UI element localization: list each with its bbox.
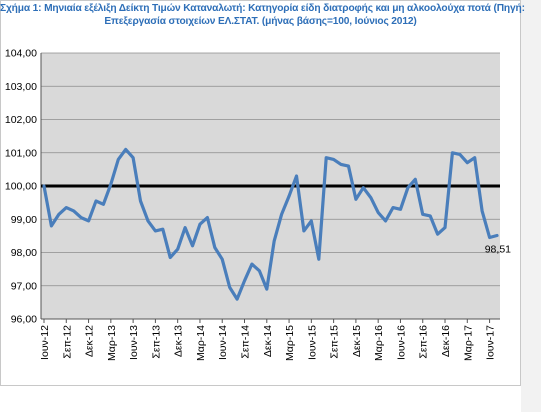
y-tick-label: 101,00 xyxy=(5,147,37,159)
chart-title-line-1: Σχήμα 1: Μηνιαία εξέλιξη Δείκτη Τιμών Κα… xyxy=(0,3,525,14)
x-tick-label: Δεκ-16 xyxy=(440,325,452,357)
y-tick-label: 99,00 xyxy=(11,214,37,226)
x-tick-label: Μαρ-14 xyxy=(195,325,207,361)
x-tick-label: Δεκ-13 xyxy=(173,325,185,357)
y-tick-label: 100,00 xyxy=(5,181,37,193)
y-tick-label: 104,00 xyxy=(5,48,37,60)
x-tick-label: Ιουν-15 xyxy=(306,325,318,360)
x-tick-label: Ιουν-16 xyxy=(395,325,407,360)
y-tick-label: 98,00 xyxy=(11,247,37,259)
x-tick-label: Σεπ-13 xyxy=(150,325,162,359)
x-tick-label: Σεπ-14 xyxy=(240,325,252,359)
x-tick-label: Μαρ-15 xyxy=(284,325,296,361)
y-tick-label: 97,00 xyxy=(11,280,37,292)
x-tick-label: Σεπ-15 xyxy=(329,325,341,359)
line-chart: 96,00 97,00 98,00 99,00 100,00 101,00 102,00 10… xyxy=(5,48,511,361)
series-line xyxy=(42,147,499,301)
x-tick-label: Δεκ-15 xyxy=(351,325,363,357)
data-label-last: 98,51 xyxy=(485,244,511,256)
x-tick-label: Ιουν-17 xyxy=(485,325,497,360)
x-tick-label: Δεκ-14 xyxy=(262,325,274,357)
x-tick-label: Μαρ-17 xyxy=(462,325,474,361)
y-tick-label: 103,00 xyxy=(5,81,37,93)
x-tick-label: Μαρ-16 xyxy=(373,325,385,361)
x-tick-label: Σεπ-12 xyxy=(61,325,73,359)
x-tick-label: Δεκ-12 xyxy=(84,325,96,357)
x-tick-label: Ιουν-13 xyxy=(128,325,140,360)
x-tick-label: Σεπ-16 xyxy=(418,325,430,359)
x-tick-label: Ιουν-14 xyxy=(217,325,229,360)
side-strip xyxy=(521,0,541,412)
chart-title-line-2: Επεξεργασία στοιχείων ΕΛ.ΣΤΑΤ. (μήνας βά… xyxy=(104,16,417,27)
x-tick-label: Μαρ-13 xyxy=(106,325,118,361)
y-tick-label: 102,00 xyxy=(5,114,37,126)
x-tick-label: Ιουν-12 xyxy=(39,325,51,360)
y-tick-label: 96,00 xyxy=(11,314,37,326)
chart-title: Σχήμα 1: Μηνιαία εξέλιξη Δείκτη Τιμών Κα… xyxy=(0,2,525,28)
